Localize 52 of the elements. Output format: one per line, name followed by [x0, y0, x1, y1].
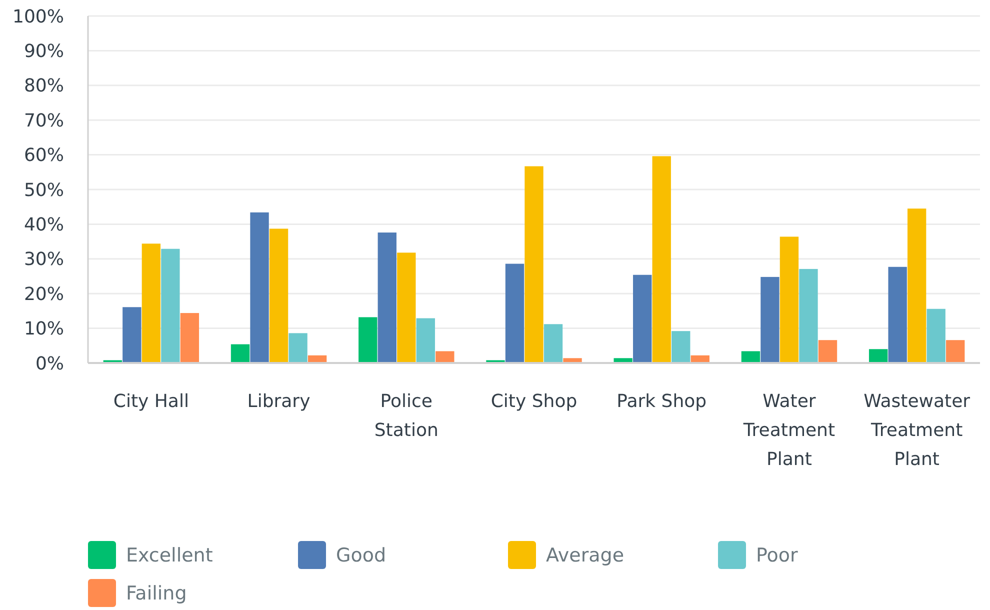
bar: [122, 307, 142, 363]
bar: [378, 232, 396, 363]
legend-label: Poor: [756, 544, 798, 567]
x-tick-label: City Shop: [490, 391, 578, 412]
bar: [397, 252, 416, 363]
bar: [888, 266, 907, 363]
y-tick-label: 30%: [24, 249, 64, 270]
x-tick-label: Park Shop: [616, 391, 707, 412]
x-tick-label: Water Treatment Plant: [742, 391, 836, 470]
bar: [652, 156, 671, 363]
bar: [926, 308, 946, 363]
legend-label: Excellent: [126, 544, 213, 567]
x-tick-label: Wastewater Treatment Plant: [864, 391, 971, 470]
bar: [180, 313, 200, 363]
x-tick-label: City Hall: [113, 391, 189, 412]
y-tick-label: 60%: [24, 145, 64, 166]
y-tick-label: 70%: [24, 110, 64, 132]
bar: [868, 349, 888, 363]
bar: [672, 331, 690, 363]
legend-label: Good: [336, 544, 386, 567]
y-tick-label: 40%: [24, 214, 64, 236]
legend-label: Failing: [126, 582, 187, 605]
x-tick-label: Library: [247, 391, 311, 412]
bar: [799, 268, 818, 363]
y-tick-label: 20%: [24, 284, 64, 305]
bar: [907, 208, 926, 363]
y-tick-label: 100%: [12, 6, 64, 28]
bar: [633, 274, 652, 363]
y-tick-label: 80%: [24, 76, 64, 97]
bar: [230, 344, 250, 363]
bar: [161, 248, 180, 363]
y-tick-label: 90%: [24, 41, 64, 62]
bar: [436, 351, 454, 363]
y-tick-label: 0%: [35, 353, 64, 374]
bar: [818, 340, 838, 363]
bar: [760, 276, 780, 363]
bar: [358, 317, 378, 363]
bar: [250, 212, 269, 363]
bar: [505, 264, 524, 363]
y-tick-label: 10%: [24, 318, 64, 340]
bar: [524, 166, 544, 363]
bar: [946, 340, 965, 363]
y-tick-label: 50%: [24, 180, 64, 201]
bar: [142, 244, 161, 363]
bar: [780, 236, 799, 363]
bar: [741, 351, 760, 363]
bar: [544, 324, 563, 363]
bar: [288, 333, 308, 363]
x-tick-label: Police Station: [374, 391, 438, 441]
bar: [416, 318, 435, 363]
bar: [269, 228, 288, 363]
legend-label: Average: [546, 544, 624, 567]
